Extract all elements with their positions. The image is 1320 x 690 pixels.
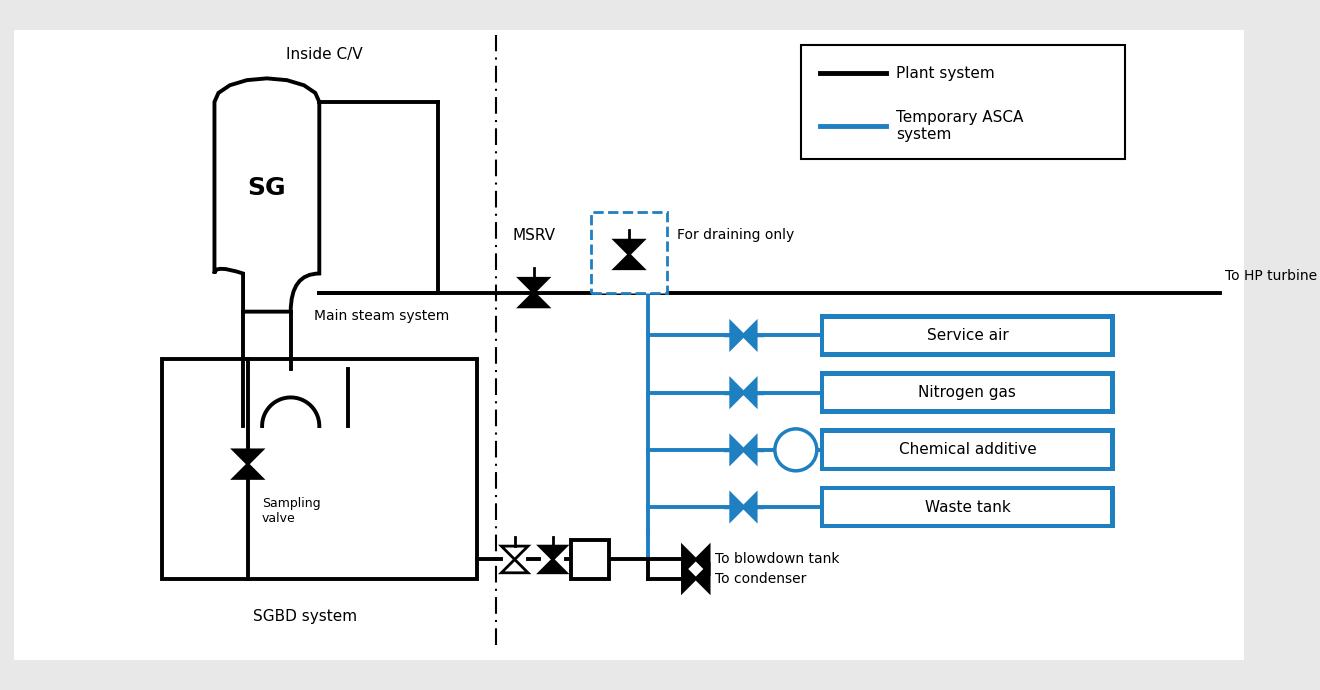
- Text: To HP turbine: To HP turbine: [1225, 269, 1317, 283]
- Polygon shape: [540, 546, 566, 560]
- Polygon shape: [540, 560, 566, 573]
- Polygon shape: [696, 565, 709, 592]
- Text: SGBD system: SGBD system: [253, 609, 358, 624]
- Bar: [162, 359, 477, 578]
- Polygon shape: [696, 546, 709, 573]
- Polygon shape: [743, 437, 756, 462]
- Bar: [825, 376, 1110, 409]
- Polygon shape: [520, 293, 548, 307]
- Polygon shape: [731, 437, 743, 462]
- Polygon shape: [743, 495, 756, 520]
- Polygon shape: [520, 278, 548, 293]
- PathPatch shape: [214, 79, 319, 312]
- Polygon shape: [234, 450, 263, 464]
- Text: Inside C/V: Inside C/V: [285, 47, 363, 62]
- Text: To blowdown tank: To blowdown tank: [715, 553, 840, 566]
- Polygon shape: [615, 240, 643, 255]
- Polygon shape: [682, 565, 696, 592]
- Polygon shape: [743, 380, 756, 405]
- Text: SG: SG: [248, 176, 286, 199]
- Text: Nitrogen gas: Nitrogen gas: [919, 385, 1016, 400]
- Polygon shape: [502, 560, 528, 573]
- Text: Plant system: Plant system: [896, 66, 995, 81]
- Bar: [820, 371, 1115, 414]
- Text: For draining only: For draining only: [677, 228, 793, 242]
- Text: Waste tank: Waste tank: [924, 500, 1010, 515]
- Polygon shape: [743, 323, 756, 348]
- Bar: [591, 212, 667, 293]
- Text: MSRV: MSRV: [512, 228, 556, 243]
- Polygon shape: [682, 546, 696, 573]
- Polygon shape: [731, 380, 743, 405]
- Bar: [572, 540, 609, 578]
- Polygon shape: [502, 546, 528, 560]
- Bar: [820, 486, 1115, 529]
- Text: To condenser: To condenser: [715, 571, 807, 586]
- Polygon shape: [615, 255, 643, 268]
- Bar: [801, 45, 1125, 159]
- Text: Chemical additive: Chemical additive: [899, 442, 1036, 457]
- Bar: [820, 314, 1115, 357]
- Bar: [825, 319, 1110, 352]
- Text: Main steam system: Main steam system: [314, 309, 449, 324]
- Bar: [820, 428, 1115, 471]
- Polygon shape: [731, 323, 743, 348]
- Text: Service air: Service air: [927, 328, 1008, 343]
- Text: Temporary ASCA
system: Temporary ASCA system: [896, 110, 1023, 142]
- Polygon shape: [731, 495, 743, 520]
- Text: Sampling
valve: Sampling valve: [263, 497, 321, 526]
- Polygon shape: [234, 464, 263, 478]
- Bar: [825, 491, 1110, 524]
- Bar: [825, 433, 1110, 466]
- Circle shape: [775, 429, 817, 471]
